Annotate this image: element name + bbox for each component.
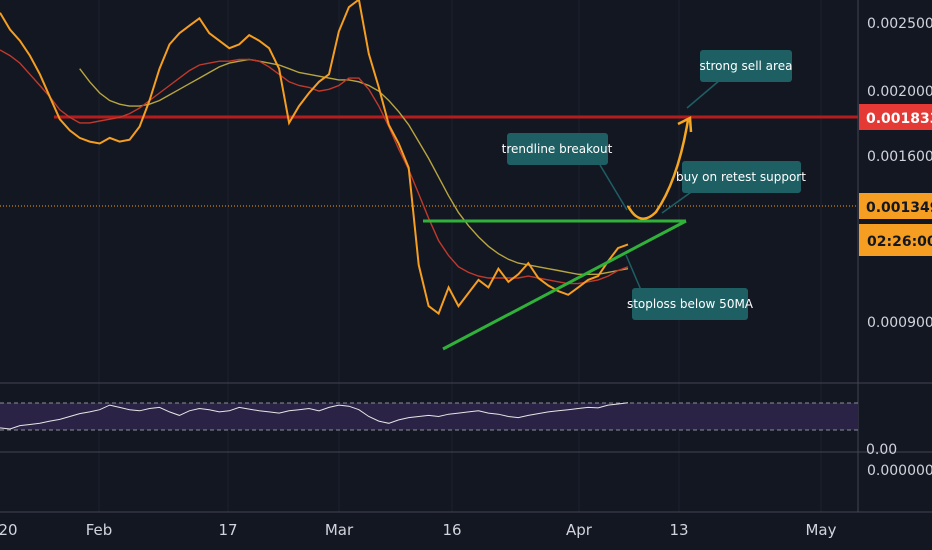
callout-pointer — [625, 254, 642, 291]
callout-box — [700, 50, 792, 82]
price-pane — [0, 0, 858, 351]
projection-arrowhead — [677, 116, 693, 133]
badge-text: 0.001349 — [866, 200, 932, 216]
callout-retest-support[interactable]: buy on retest support — [661, 161, 806, 214]
callout-pointer — [599, 164, 628, 211]
resistance-badge: 0.001833 — [859, 104, 932, 130]
current-price-badge: 0.001349 — [859, 193, 932, 219]
badge-bg — [859, 104, 932, 130]
support-trendline — [442, 219, 687, 351]
time-axis[interactable]: 20 Feb 17 Mar 16 Apr 13 May — [0, 521, 837, 539]
badge-text: 0.001833 — [866, 111, 932, 127]
callout-box — [632, 288, 748, 320]
time-tick-label: Mar — [325, 521, 354, 539]
badge-text: 02:26:00 — [867, 234, 932, 250]
badge-bg — [859, 193, 932, 219]
rsi-tick-label: 0.00 — [866, 442, 897, 458]
time-tick-label: May — [805, 521, 836, 539]
price-tick-label: 0.002000 — [867, 84, 932, 100]
price-axis[interactable]: 0.002500 0.002000 0.001600 0.000900 0.00… — [866, 16, 932, 479]
callout-text: trendline breakout — [502, 142, 613, 156]
ema-fast-line — [0, 49, 629, 285]
time-tick-label: Apr — [566, 521, 593, 539]
callout-pointer — [686, 79, 721, 109]
badge-bg — [859, 224, 932, 256]
price-tick-label: 0.000900 — [867, 315, 932, 331]
ema-slow-line — [79, 58, 629, 275]
callout-text: stoploss below 50MA — [627, 297, 754, 311]
callout-stoploss[interactable]: stoploss below 50MA — [625, 254, 754, 320]
time-tick-label: 17 — [218, 521, 237, 539]
price-tick-label: 0.002500 — [867, 16, 932, 32]
rsi-band — [0, 403, 858, 430]
callout-text: buy on retest support — [676, 170, 806, 184]
callout-box — [682, 161, 801, 193]
callout-pointer — [661, 189, 695, 214]
price-line — [0, 0, 629, 316]
time-tick-label: 20 — [0, 521, 18, 539]
time-tick-label: 13 — [669, 521, 688, 539]
time-tick-label: 16 — [442, 521, 461, 539]
callout-strong-sell[interactable]: strong sell area — [686, 50, 793, 109]
projection-path — [626, 119, 690, 220]
rsi-tick-label: 0.000000 — [867, 463, 932, 479]
price-tick-label: 0.001600 — [867, 149, 932, 165]
rsi-line — [0, 402, 629, 430]
callout-box — [507, 133, 608, 165]
countdown-badge: 02:26:00 — [859, 224, 932, 256]
time-tick-label: Feb — [86, 521, 113, 539]
rsi-pane — [0, 402, 858, 431]
callout-trendline-breakout[interactable]: trendline breakout — [502, 133, 628, 211]
callout-text: strong sell area — [700, 59, 793, 73]
